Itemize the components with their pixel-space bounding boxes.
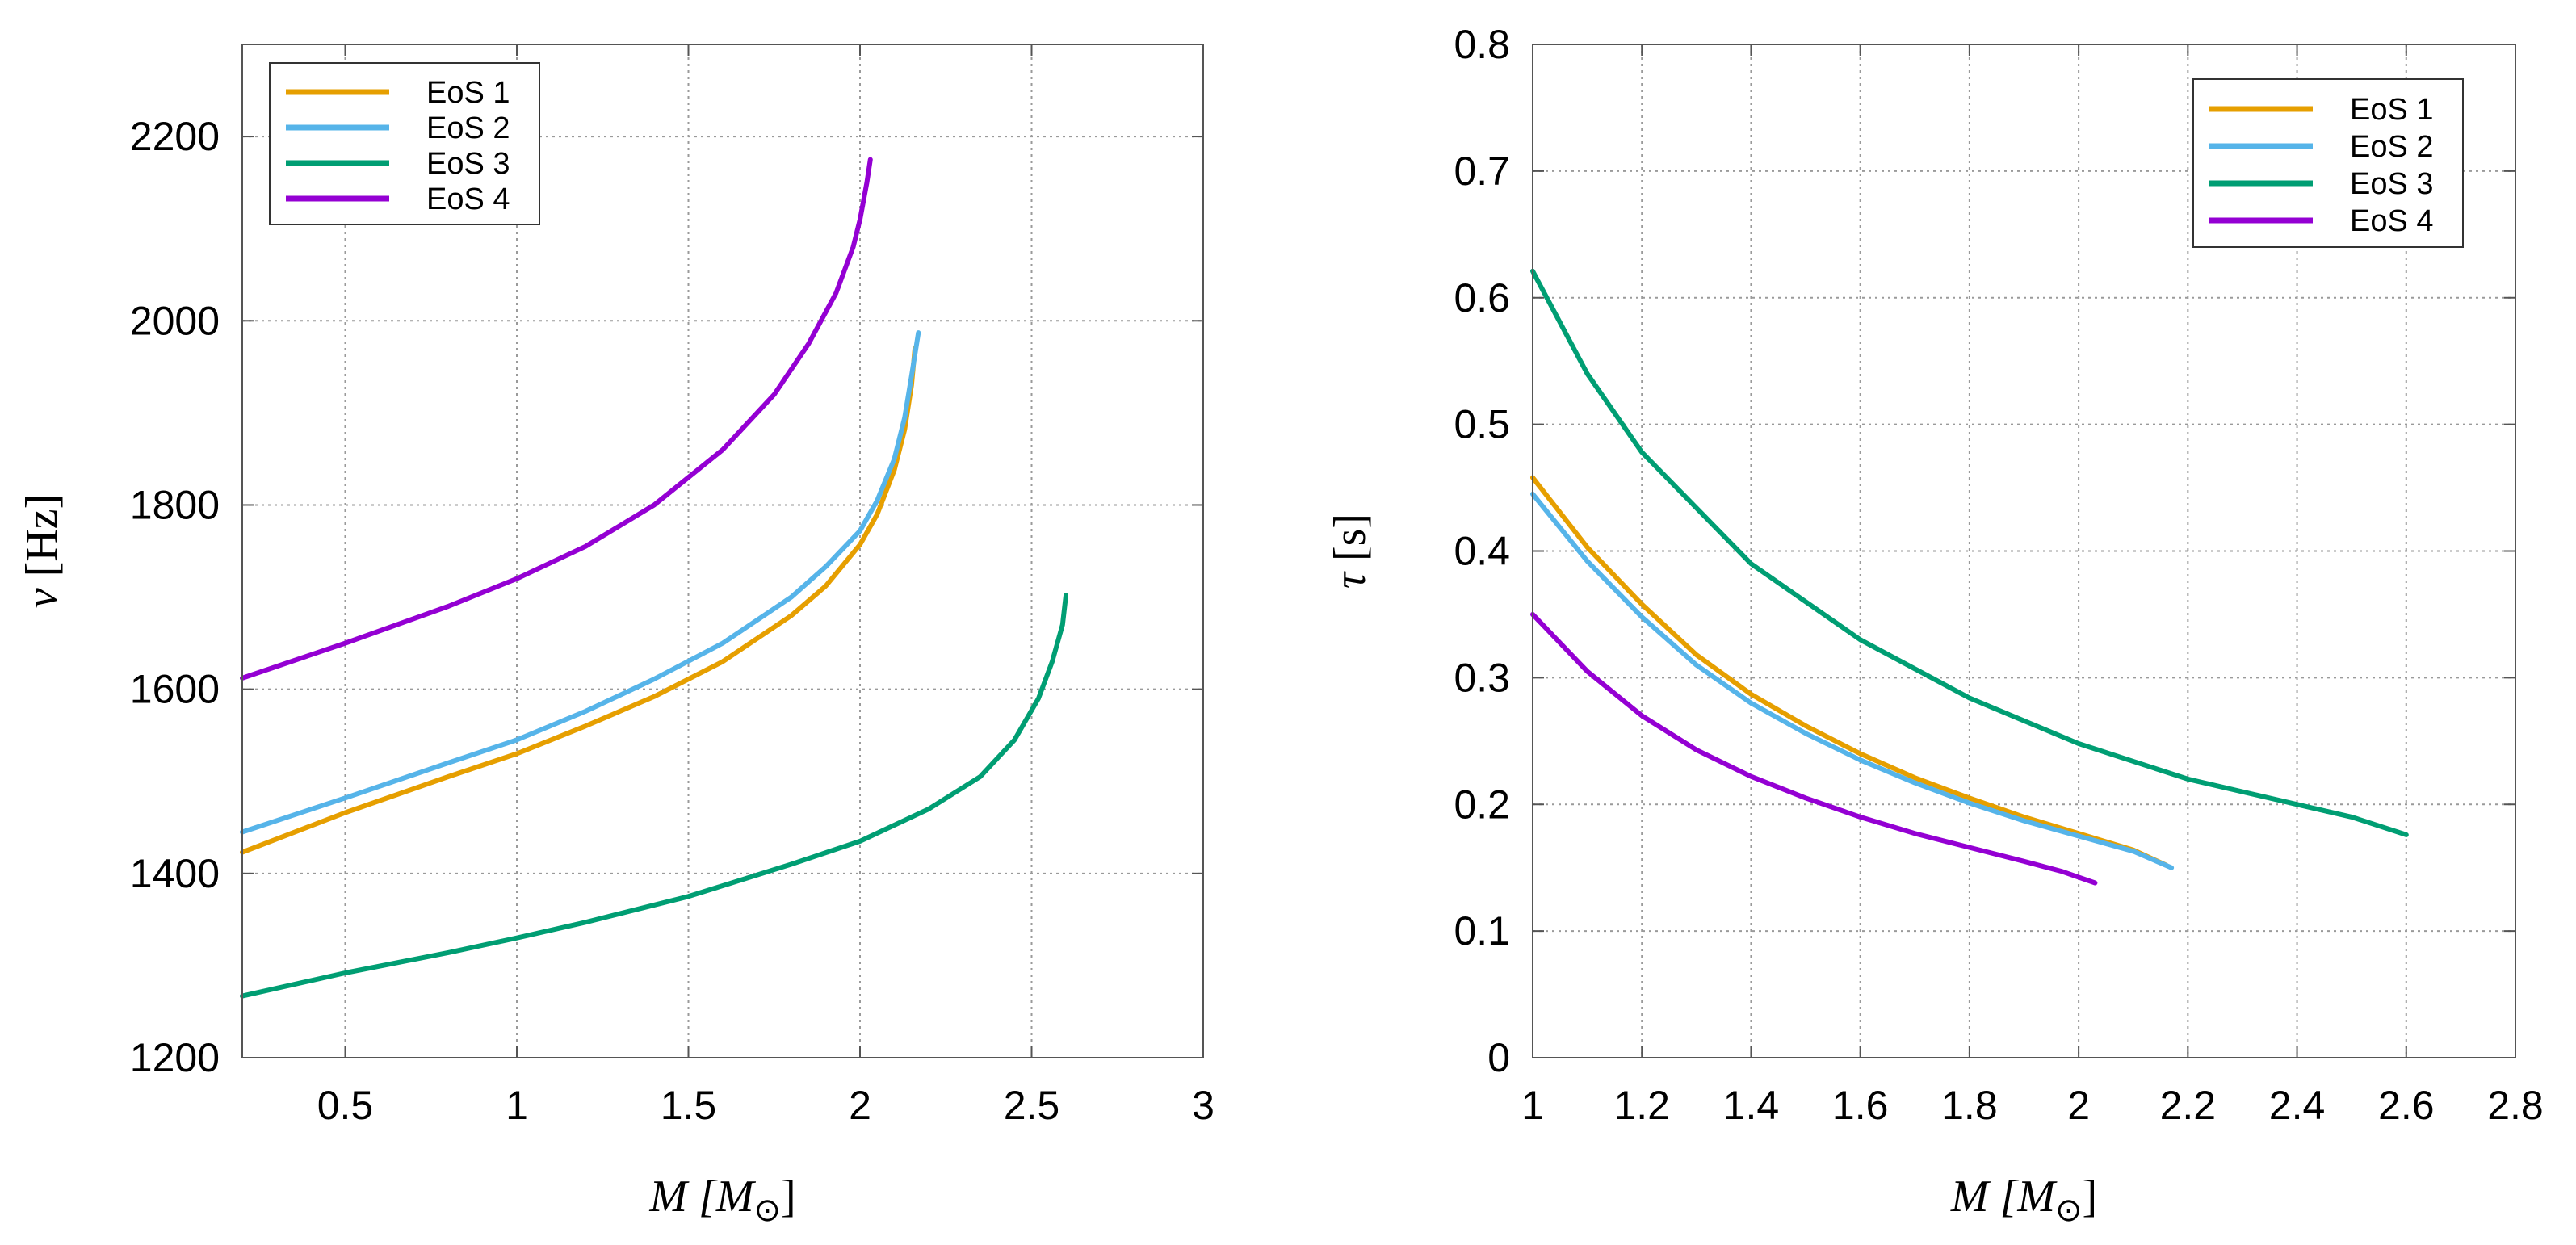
x-tick-label: 1 (1521, 1083, 1544, 1128)
legend-label: EoS 4 (426, 182, 510, 216)
y-axis-variable: τ (1325, 561, 1375, 589)
y-tick-label: 0.4 (1454, 529, 1510, 574)
series-line-eos-3 (240, 593, 1068, 999)
series-line-eos-2 (240, 330, 921, 835)
y-tick-label: 2200 (130, 114, 220, 159)
series-line-eos-4 (240, 157, 873, 681)
x-tick-label: 2.6 (2378, 1083, 2435, 1128)
plot-frame (241, 44, 1204, 1058)
y-tick-label: 0.1 (1454, 908, 1510, 954)
legend-label: EoS 4 (2350, 204, 2434, 238)
y-axis-label: ν [Hz] (17, 494, 67, 608)
x-axis-label: M [M⊙] (648, 1172, 795, 1228)
chart-panel-2: 1 1.2 1.4 1.6 1.8 2 2.2 2.4 2.6 2.8 0 0.1 0.2 0.3 0.4 0… (1325, 22, 2544, 1228)
y-axis-label: τ [s] (1325, 514, 1375, 589)
sun-symbol-icon: ⊙ (753, 1192, 781, 1228)
legend-label: EoS 3 (426, 147, 510, 181)
x-tick-label: 2 (849, 1083, 871, 1128)
x-axis-bracket: ] (2082, 1172, 2097, 1222)
x-axis-unit: M (2016, 1172, 2058, 1222)
y-axis-variable: ν (17, 576, 67, 608)
legend-label: EoS 1 (2350, 93, 2434, 127)
x-axis-bracket: ] (781, 1172, 796, 1222)
x-axis-unit: M (715, 1172, 757, 1222)
y-tick-label: 1200 (130, 1035, 220, 1080)
x-tick-label: 2.8 (2487, 1083, 2544, 1128)
legend-label: EoS 1 (426, 76, 510, 110)
x-tick-label: 1.6 (1832, 1083, 1889, 1128)
x-tick-label: 2 (2067, 1083, 2090, 1128)
y-tick-label: 0 (1487, 1035, 1510, 1080)
y-tick-label: 0.8 (1454, 22, 1510, 67)
y-tick-label: 1600 (130, 667, 220, 712)
x-tick-label: 0.5 (317, 1083, 374, 1128)
sun-symbol-icon: ⊙ (2055, 1192, 2083, 1228)
y-axis-unit: [s] (1325, 514, 1375, 561)
x-tick-label: 1.8 (1941, 1083, 1998, 1128)
series-line-eos-2 (1530, 491, 2175, 870)
chart-panel-1: 0.5 1 1.5 2 2.5 3 1200 1400 1600 1800 2000 2200 EoS … (17, 44, 1215, 1228)
series-line-eos-3 (1530, 268, 2409, 837)
y-tick-label: 0.3 (1454, 655, 1510, 700)
x-tick-label: 1.4 (1723, 1083, 1780, 1128)
x-tick-label: 1.5 (661, 1083, 717, 1128)
x-tick-label: 2.5 (1004, 1083, 1060, 1128)
series-line-eos-1 (240, 346, 917, 855)
x-axis-label: M [M⊙] (1950, 1172, 2097, 1228)
y-tick-label: 1400 (130, 851, 220, 896)
x-tick-label: 1 (506, 1083, 528, 1128)
series-line-eos-1 (1530, 475, 2169, 868)
legend-label: EoS 3 (2350, 167, 2434, 201)
y-tick-label: 0.6 (1454, 275, 1510, 321)
y-tick-label: 2000 (130, 298, 220, 343)
x-tick-label: 2.4 (2269, 1083, 2326, 1128)
x-tick-label: 2.2 (2160, 1083, 2217, 1128)
x-tick-label: 1.2 (1613, 1083, 1670, 1128)
y-tick-label: 0.7 (1454, 149, 1510, 194)
series-line-eos-4 (1530, 611, 2098, 886)
legend-label: EoS 2 (2350, 130, 2434, 164)
x-axis-variable: M [ (1950, 1172, 2020, 1222)
y-tick-label: 0.2 (1454, 782, 1510, 827)
x-axis-variable: M [ (648, 1172, 718, 1222)
y-tick-label: 0.5 (1454, 402, 1510, 447)
legend-label: EoS 2 (426, 111, 510, 145)
plot-frame (1532, 44, 2516, 1058)
y-tick-label: 1800 (130, 482, 220, 527)
x-tick-label: 3 (1192, 1083, 1215, 1128)
y-axis-unit: [Hz] (17, 494, 67, 577)
